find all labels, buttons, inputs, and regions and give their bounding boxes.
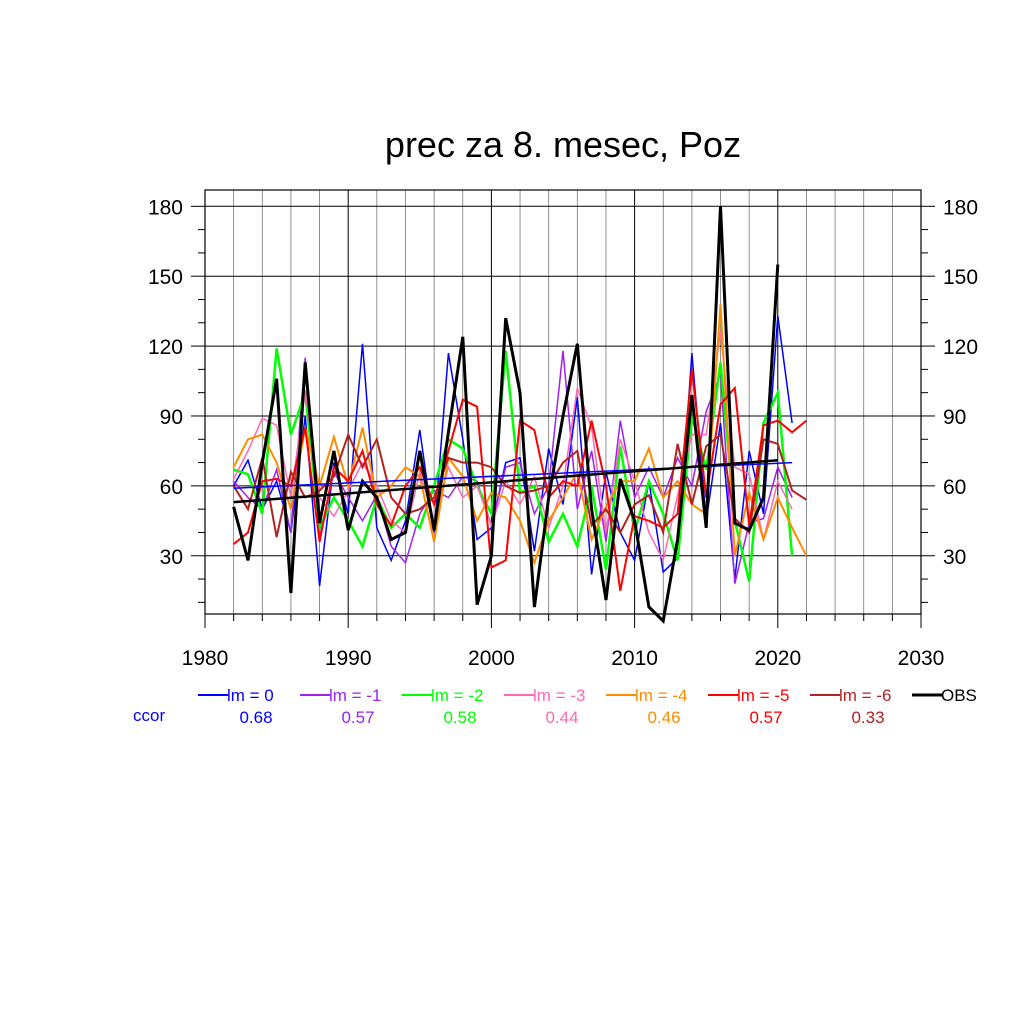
ccor-value: 0.68 [239, 708, 272, 727]
ccor-value: 0.46 [647, 708, 680, 727]
x-tick-label: 1980 [182, 647, 229, 670]
y-tick-label-left: 90 [160, 406, 183, 429]
axes: 1980 1990 2000 2010 2020 2030 30 30 60 60 90 90 120 1… [148, 189, 978, 670]
y-tick-label-left: 30 [160, 546, 183, 569]
legend-label: lm = -3 [533, 686, 585, 705]
legend-label: lm = -6 [839, 686, 891, 705]
legend-label: lm = -4 [635, 686, 687, 705]
x-tick-label: 2030 [898, 647, 945, 670]
trend-lines [233, 458, 793, 504]
legend-label: OBS [941, 686, 977, 705]
legend: lm = 0 0.68 lm = -1 0.57 lm = -2 0.58 lm = -3 0… [133, 686, 977, 727]
y-tick-label-left: 120 [148, 336, 183, 359]
y-tick-label-left: 180 [148, 196, 183, 219]
legend-label: lm = -1 [329, 686, 381, 705]
ccor-value: 0.58 [443, 708, 476, 727]
y-tick-label-right: 90 [943, 406, 966, 429]
y-tick-label-right: 120 [943, 336, 978, 359]
ccor-value: 0.57 [341, 708, 374, 727]
legend-label: lm = -2 [431, 686, 483, 705]
y-tick-label-left: 150 [148, 266, 183, 289]
grid [204, 190, 922, 614]
y-tick-label-right: 30 [943, 546, 966, 569]
ccor-value: 0.57 [749, 708, 782, 727]
y-tick-label-right: 150 [943, 266, 978, 289]
ccor-label: ccor [133, 706, 165, 725]
legend-label: lm = 0 [227, 686, 274, 705]
y-tick-label-left: 60 [160, 476, 183, 499]
x-tick-label: 1990 [325, 647, 372, 670]
trend-line [233, 458, 778, 504]
y-tick-label-right: 60 [943, 476, 966, 499]
legend-label: lm = -5 [737, 686, 789, 705]
ccor-value: 0.44 [545, 708, 578, 727]
series-line-lm-2 [233, 348, 794, 582]
y-tick-label-right: 180 [943, 196, 978, 219]
x-tick-label: 2000 [468, 647, 515, 670]
plot-frame [204, 189, 922, 615]
ccor-value: 0.33 [851, 708, 884, 727]
x-tick-label: 2010 [611, 647, 658, 670]
series-line-obs [232, 206, 780, 625]
x-tick-label: 2020 [754, 647, 801, 670]
chart-title: prec za 8. mesec, Poz [385, 124, 741, 165]
